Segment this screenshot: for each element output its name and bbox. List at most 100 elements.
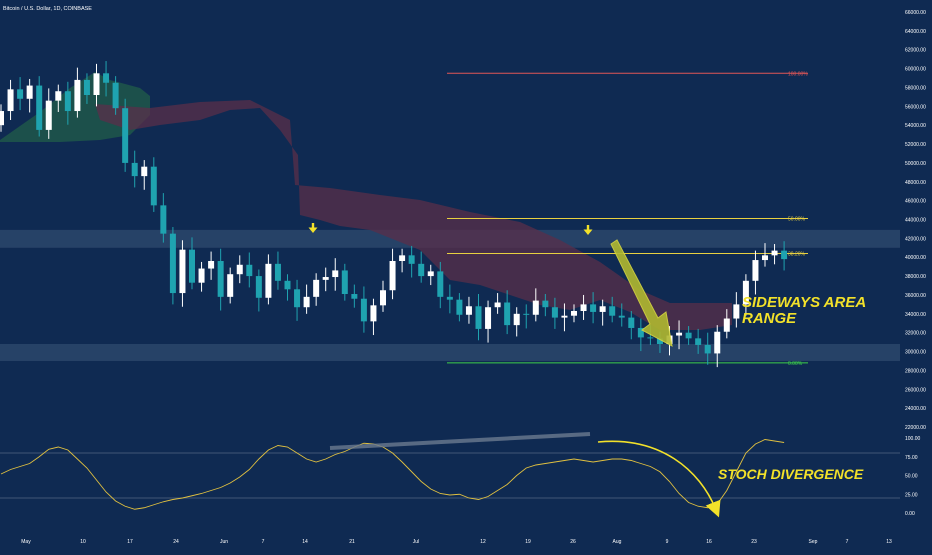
candle-body-36 (341, 270, 348, 295)
candle-body-47 (446, 296, 453, 300)
candle-body-51 (485, 307, 492, 329)
time-tick-17: 7 (846, 539, 849, 545)
price-tick-17: 32000.00 (905, 331, 926, 337)
time-tick-9: 12 (480, 539, 486, 545)
time-tick-10: 19 (525, 539, 531, 545)
candle-body-65 (618, 315, 625, 318)
price-tick-2: 62000.00 (905, 48, 926, 54)
candle-body-74 (704, 344, 711, 354)
price-tick-10: 46000.00 (905, 199, 926, 205)
price-tick-0: 66000.00 (905, 10, 926, 16)
candle-body-78 (742, 280, 749, 305)
time-tick-15: 23 (751, 539, 757, 545)
candle-body-28 (265, 263, 272, 298)
stochastic-panel (0, 432, 900, 518)
price-tick-18: 30000.00 (905, 350, 926, 356)
marker-arrow-right-stem (586, 225, 590, 230)
marker-arrow-left-stem (311, 223, 315, 228)
candle-body-0 (0, 111, 4, 126)
candle-body-50 (475, 306, 482, 329)
time-tick-1: 10 (80, 539, 86, 545)
candle-body-22 (208, 261, 215, 269)
candle-body-1 (7, 89, 14, 112)
fib-label-3: 0.00% (788, 361, 803, 367)
candle-body-26 (246, 264, 253, 277)
price-tick-3: 60000.00 (905, 67, 926, 73)
candle-body-8 (74, 79, 81, 112)
candle-body-64 (609, 306, 616, 316)
candle-body-39 (370, 305, 377, 322)
candle-body-38 (360, 298, 367, 322)
annotation-sideways: SIDEWAYS AREA (742, 294, 866, 311)
candle-body-17 (160, 205, 167, 234)
time-tick-12: Aug (613, 539, 622, 545)
candle-body-61 (580, 304, 587, 311)
candle-body-66 (628, 317, 635, 328)
candle-body-19 (179, 249, 186, 294)
candle-body-27 (255, 276, 262, 298)
candle-body-2 (17, 89, 24, 99)
candle-body-4 (36, 85, 43, 130)
candle-body-63 (599, 306, 606, 312)
candle-body-5 (45, 100, 52, 130)
price-tick-21: 24000.00 (905, 406, 926, 412)
candle-body-57 (542, 300, 549, 308)
price-tick-15: 36000.00 (905, 293, 926, 299)
price-tick-6: 54000.00 (905, 123, 926, 129)
candle-body-29 (274, 263, 281, 281)
candle-body-24 (227, 274, 234, 297)
candle-body-62 (590, 304, 597, 312)
candle-body-20 (189, 249, 195, 283)
divergence-line (329, 432, 591, 450)
marker-arrow-right-head (583, 229, 593, 235)
candle-body-68 (647, 337, 654, 339)
candle-body-41 (389, 261, 396, 291)
big-down-arrow (610, 239, 673, 347)
annotation-stoch-divergence: STOCH DIVERGENCE (718, 466, 864, 482)
stoch-tick-4: 0.00 (905, 511, 915, 517)
candle-body-3 (26, 85, 33, 99)
candle-body-37 (351, 294, 358, 299)
time-tick-6: 14 (302, 539, 308, 545)
candle-body-30 (284, 280, 291, 290)
stoch-projection-arrow (597, 440, 721, 518)
candle-body-11 (103, 73, 110, 83)
stoch-axis[interactable]: 100.00 75.00 50.00 25.00 0.00 (905, 436, 921, 517)
time-tick-11: 26 (570, 539, 576, 545)
candlestick-series (0, 61, 788, 368)
price-tick-9: 48000.00 (905, 180, 926, 186)
price-axis[interactable]: 66000.00 64000.00 62000.00 60000.00 58000.00… (905, 10, 926, 431)
candle-body-79 (752, 260, 759, 281)
candle-body-25 (236, 264, 243, 275)
candle-body-60 (571, 310, 577, 316)
candle-body-42 (399, 255, 406, 261)
stoch-tick-2: 50.00 (905, 474, 918, 480)
candle-body-67 (637, 327, 644, 338)
fib-label-1: 50.00% (788, 217, 806, 223)
candle-body-44 (418, 263, 425, 277)
candle-body-40 (380, 290, 386, 306)
candle-body-32 (303, 296, 310, 308)
chart-title: Bitcoin / U.S. Dollar, 1D, COINBASE (3, 6, 92, 12)
candle-body-48 (456, 299, 463, 315)
candle-body-23 (217, 261, 224, 297)
candle-body-14 (131, 162, 138, 177)
price-tick-8: 50000.00 (905, 161, 926, 167)
price-tick-20: 26000.00 (905, 387, 926, 393)
candle-body-53 (504, 302, 511, 326)
candle-body-76 (723, 318, 730, 332)
time-tick-5: 7 (262, 539, 265, 545)
time-tick-4: Jun (220, 539, 228, 545)
candle-body-6 (55, 91, 62, 101)
candle-body-9 (83, 79, 90, 95)
candle-body-58 (551, 307, 558, 318)
time-axis[interactable]: May 10 17 24 Jun 7 14 21 Jul 12 19 26 Aug 9 16 23 Sep 7 13 (21, 539, 892, 545)
candle-body-31 (294, 289, 301, 308)
candle-body-77 (733, 304, 740, 319)
candle-body-55 (523, 313, 530, 315)
price-tick-11: 44000.00 (905, 218, 926, 224)
time-tick-8: Jul (413, 539, 419, 545)
candle-body-80 (762, 255, 768, 261)
cloud-bearish (95, 100, 732, 330)
